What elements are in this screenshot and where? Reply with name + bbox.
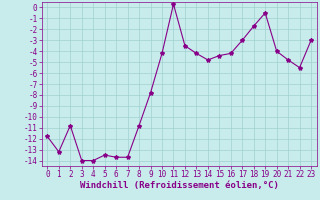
X-axis label: Windchill (Refroidissement éolien,°C): Windchill (Refroidissement éolien,°C)	[80, 181, 279, 190]
